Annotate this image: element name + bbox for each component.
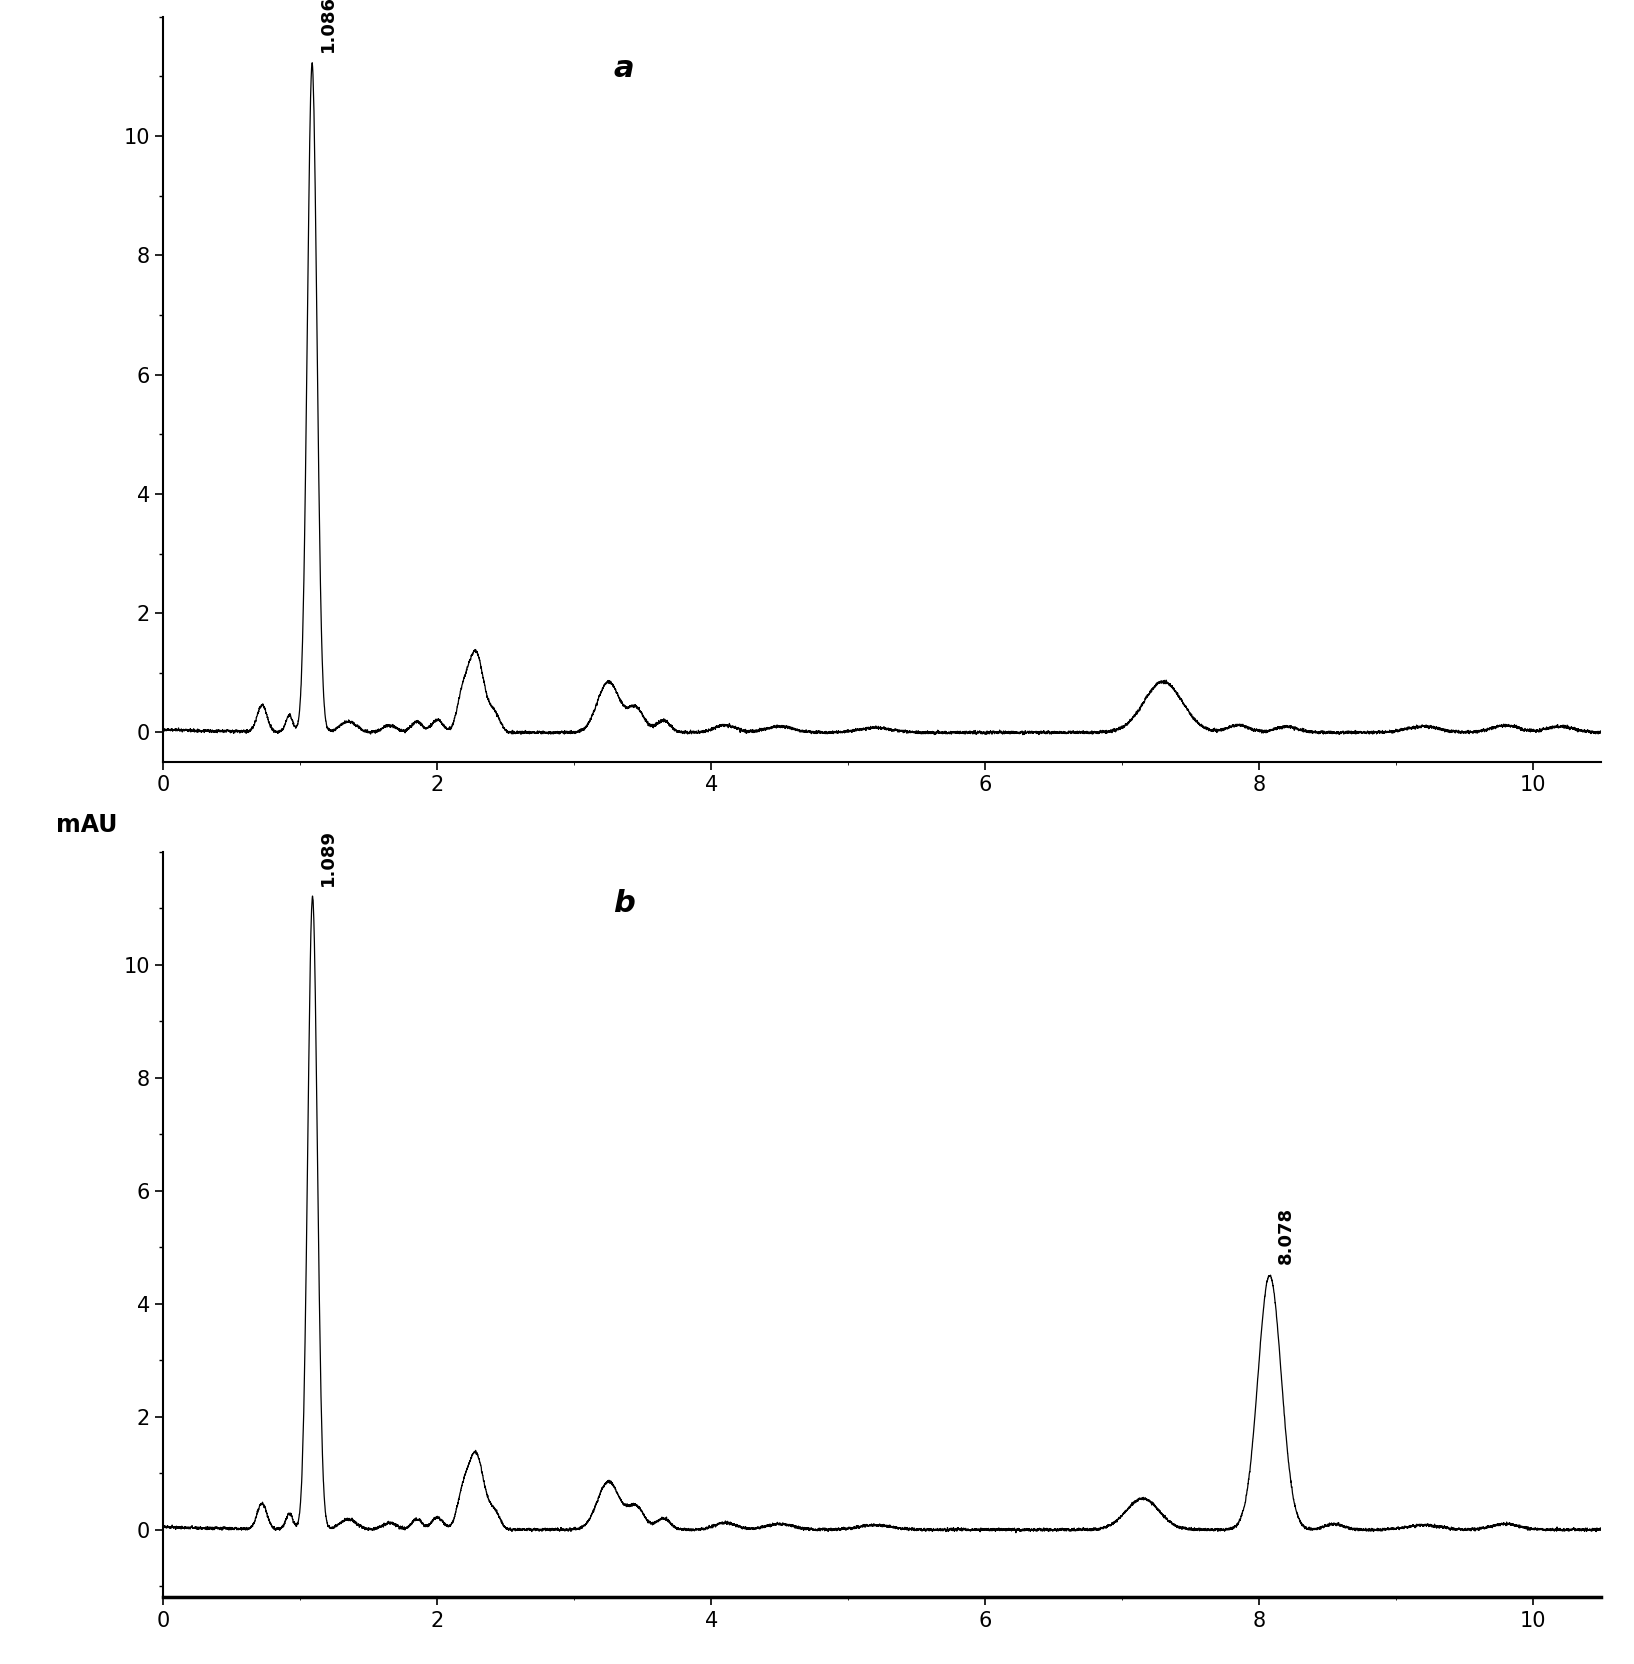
Text: mAU: mAU (56, 814, 118, 837)
Text: b: b (613, 889, 634, 919)
Text: 1.086: 1.086 (319, 0, 337, 53)
Text: mAU: mAU (56, 0, 118, 2)
Text: a: a (613, 53, 634, 83)
Text: 1.089: 1.089 (319, 829, 337, 885)
Text: 8.078: 8.078 (1276, 1206, 1294, 1265)
